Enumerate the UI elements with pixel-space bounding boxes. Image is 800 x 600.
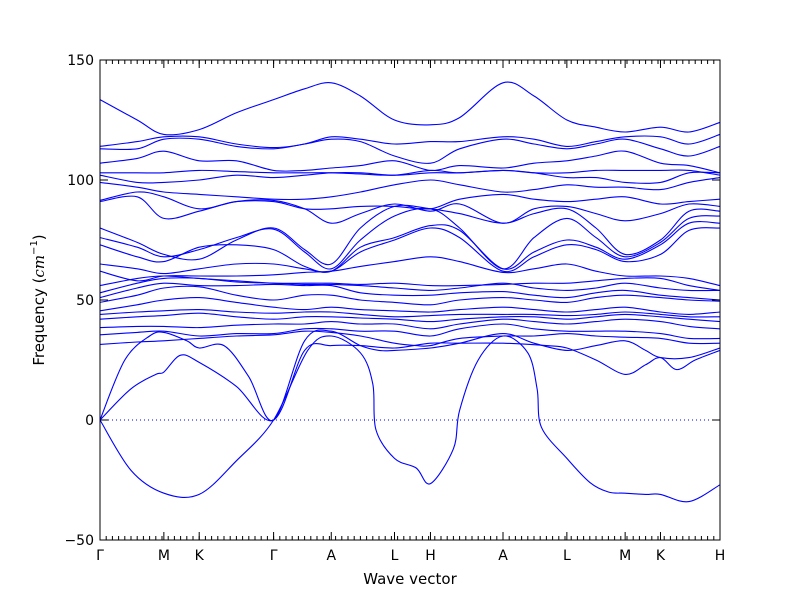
band-line-26: [100, 133, 720, 149]
band-line-17: [100, 207, 720, 270]
band-line-3: [100, 329, 720, 421]
x-tick-label: M: [158, 548, 170, 564]
x-tick-label: A: [326, 548, 336, 564]
y-tick-label: −50: [64, 533, 94, 549]
band-line-10: [100, 285, 720, 306]
band-line-14: [100, 256, 720, 287]
y-axis-label: Frequency (cm−1): [29, 234, 48, 365]
band-line-21: [100, 177, 720, 201]
y-tick-label: 0: [85, 413, 94, 429]
x-tick-label: L: [563, 548, 571, 564]
band-line-4: [100, 330, 720, 347]
band-line-20: [100, 191, 720, 210]
x-tick-label: K: [195, 548, 205, 564]
x-tick-label: L: [391, 548, 399, 564]
band-line-23: [100, 169, 720, 176]
x-tick-label: K: [656, 548, 666, 564]
band-line-11: [100, 282, 720, 301]
band-line-8: [100, 309, 720, 318]
x-tick-label: Γ: [270, 548, 278, 564]
y-axis-label-close: ): [30, 234, 48, 240]
band-line-5: [100, 323, 720, 340]
band-line-1: [100, 335, 720, 503]
band-line-18: [100, 204, 720, 266]
x-minor-ticks: [99, 60, 721, 540]
x-tick-label: Γ: [96, 548, 104, 564]
band-line-16: [100, 221, 720, 273]
x-tick-label: M: [619, 548, 631, 564]
band-line-2: [100, 342, 720, 422]
y-axis-label-exponent: −1: [29, 240, 40, 255]
y-ticks: −50 0 50 100 150: [64, 53, 720, 549]
x-tick-label: H: [715, 548, 726, 564]
band-line-15: [100, 227, 720, 275]
plot-frame: [99, 59, 721, 541]
y-axis-label-unit: cm: [30, 255, 48, 278]
band-lines: [100, 81, 720, 503]
x-tick-label: H: [425, 548, 436, 564]
band-line-25: [100, 137, 720, 164]
y-tick-label: 50: [76, 293, 94, 309]
y-axis-label-text: Frequency (: [30, 278, 48, 366]
band-line-13: [100, 275, 720, 291]
band-line-19: [100, 195, 720, 224]
band-line-9: [100, 296, 720, 315]
band-line-6: [100, 318, 720, 330]
band-line-7: [100, 312, 720, 323]
band-line-27: [100, 81, 720, 136]
band-line-24: [100, 150, 720, 174]
band-line-22: [100, 169, 720, 184]
x-tick-label: A: [498, 548, 508, 564]
y-tick-label: 150: [67, 53, 94, 69]
y-tick-label: 100: [67, 173, 94, 189]
x-axis-label: Wave vector: [363, 570, 457, 588]
